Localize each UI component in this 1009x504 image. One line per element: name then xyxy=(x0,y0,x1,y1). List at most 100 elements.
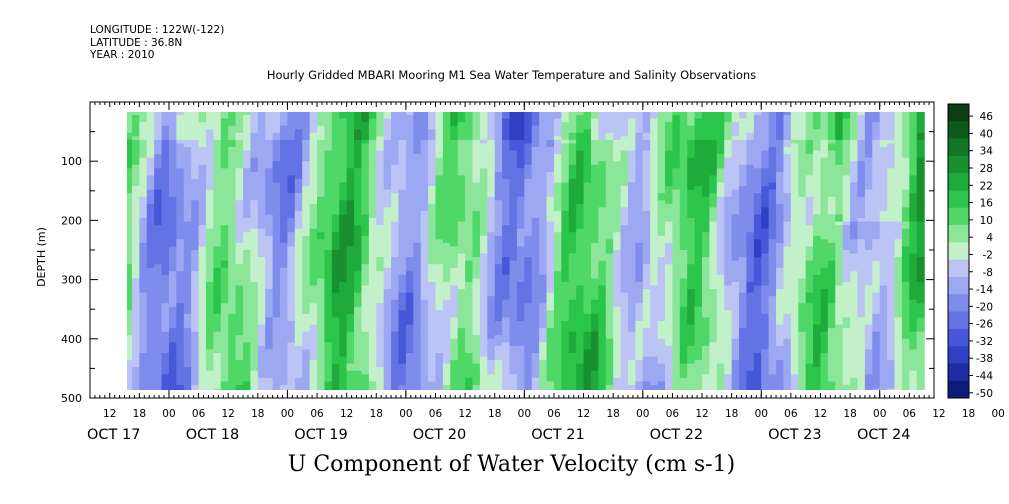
heatmap-cell xyxy=(428,267,437,272)
heatmap-cell xyxy=(479,168,488,173)
heatmap-cell xyxy=(509,239,518,244)
heatmap-cell xyxy=(450,129,459,134)
heatmap-cell xyxy=(502,164,511,169)
heatmap-cell xyxy=(220,281,229,287)
heatmap-cell xyxy=(494,186,503,191)
heatmap-cell xyxy=(346,260,355,265)
heatmap-cell xyxy=(161,186,170,191)
heatmap-cell xyxy=(176,345,185,351)
heatmap-cell xyxy=(420,264,429,269)
heatmap-cell xyxy=(265,377,274,383)
heatmap-cell xyxy=(405,250,414,255)
heatmap-cell xyxy=(302,250,311,255)
heatmap-cell xyxy=(465,328,474,333)
heatmap-cell xyxy=(302,363,311,368)
heatmap-cell xyxy=(479,331,488,336)
heatmap-cell xyxy=(420,384,429,390)
heatmap-cell xyxy=(183,303,192,308)
heatmap-cell xyxy=(435,143,444,148)
heatmap-cell xyxy=(346,115,355,120)
heatmap-cell xyxy=(346,377,355,383)
heatmap-cell xyxy=(324,150,333,155)
heatmap-cell xyxy=(494,260,503,265)
heatmap-cell xyxy=(502,112,511,116)
heatmap-cell xyxy=(383,317,392,322)
heatmap-cell xyxy=(383,360,392,365)
heatmap-cell xyxy=(257,353,266,358)
heatmap-cell xyxy=(576,193,585,198)
heatmap-cell xyxy=(220,278,229,283)
heatmap-cell xyxy=(131,207,140,212)
heatmap-cell xyxy=(479,349,488,354)
heatmap-cell xyxy=(568,232,577,237)
heatmap-cell xyxy=(183,164,192,169)
heatmap-cell xyxy=(442,384,451,390)
heatmap-cell xyxy=(487,381,496,386)
heatmap-cell xyxy=(354,164,363,169)
heatmap-cell xyxy=(127,296,133,301)
heatmap-cell xyxy=(339,182,348,187)
heatmap-cell xyxy=(391,207,400,212)
heatmap-cell xyxy=(265,367,274,372)
heatmap-cell xyxy=(442,112,451,116)
heatmap-cell xyxy=(324,335,333,340)
heatmap-cell xyxy=(146,377,155,383)
heatmap-cell xyxy=(139,349,148,354)
heatmap-cell xyxy=(127,353,133,358)
heatmap-cell xyxy=(243,154,252,159)
heatmap-cell xyxy=(516,242,525,248)
heatmap-cell xyxy=(228,143,237,148)
heatmap-cell xyxy=(376,200,385,205)
heatmap-cell xyxy=(465,377,474,383)
heatmap-cell xyxy=(339,139,348,145)
heatmap-cell xyxy=(516,253,525,258)
heatmap-cell xyxy=(220,335,229,340)
heatmap-cell xyxy=(339,200,348,205)
heatmap-cell xyxy=(398,317,407,322)
heatmap-cell xyxy=(243,112,252,113)
heatmap-cell xyxy=(524,384,533,390)
heatmap-cell xyxy=(376,324,385,329)
heatmap-cell xyxy=(502,264,511,269)
heatmap-cell xyxy=(243,189,252,194)
heatmap-cell xyxy=(420,267,429,272)
heatmap-cell xyxy=(479,267,488,272)
heatmap-cell xyxy=(235,139,244,145)
heatmap-cell xyxy=(502,384,511,390)
heatmap-cell xyxy=(561,384,570,390)
heatmap-cell xyxy=(479,296,488,301)
heatmap-cell xyxy=(257,292,266,297)
heatmap-cell xyxy=(479,250,488,255)
heatmap-cell xyxy=(287,246,296,251)
heatmap-cell xyxy=(391,324,400,329)
heatmap-cell xyxy=(376,186,385,191)
heatmap-cell xyxy=(383,239,392,244)
heatmap-cell xyxy=(220,112,229,113)
heatmap-cell xyxy=(257,356,266,361)
heatmap-cell xyxy=(309,289,318,294)
heatmap-cell xyxy=(413,321,422,326)
heatmap-cell xyxy=(583,178,592,184)
heatmap-cell xyxy=(317,225,326,230)
heatmap-cell xyxy=(250,164,259,169)
heatmap-cell xyxy=(287,164,296,169)
heatmap-cell xyxy=(198,218,207,223)
heatmap-cell xyxy=(539,381,548,386)
heatmap-cell xyxy=(235,232,244,237)
heatmap-cell xyxy=(265,218,274,223)
heatmap-cell xyxy=(561,345,570,351)
heatmap-cell xyxy=(127,129,133,134)
heatmap-cell xyxy=(568,335,577,340)
heatmap-cell xyxy=(553,193,562,198)
heatmap-cell xyxy=(309,228,318,233)
heatmap-cell xyxy=(354,112,363,116)
heatmap-cell xyxy=(502,260,511,265)
heatmap-cell xyxy=(428,143,437,148)
heatmap-cell xyxy=(183,171,192,177)
heatmap-cell xyxy=(576,175,585,180)
heatmap-cell xyxy=(450,154,459,159)
heatmap-cell xyxy=(294,374,303,379)
heatmap-cell xyxy=(287,267,296,272)
heatmap-cell xyxy=(139,306,148,311)
heatmap-cell xyxy=(191,310,200,315)
